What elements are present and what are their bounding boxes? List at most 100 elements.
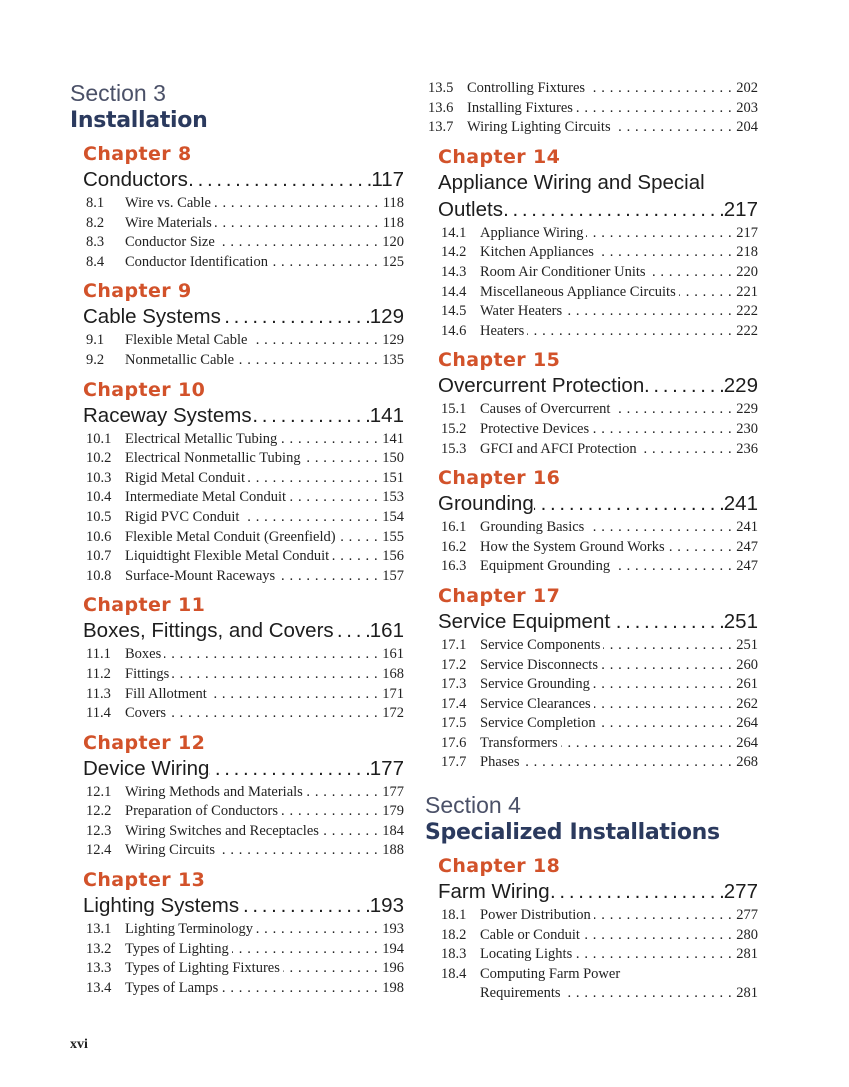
toc-entry[interactable]: 13.7 Wiring Lighting Circuits 204 bbox=[428, 118, 758, 138]
toc-entry[interactable]: 13.4 Types of Lamps 198 bbox=[86, 979, 404, 999]
entry-number: 14.2 bbox=[441, 244, 467, 261]
dot-leader bbox=[210, 685, 378, 705]
chapter-title[interactable]: Service Equipment 251 bbox=[438, 609, 758, 635]
dot-leader bbox=[221, 979, 378, 999]
dot-leader bbox=[188, 167, 371, 193]
dot-leader bbox=[601, 656, 732, 676]
dot-leader bbox=[172, 665, 378, 685]
chapter-title[interactable]: Lighting Systems 193 bbox=[83, 893, 404, 919]
toc-entry[interactable]: 18.2 Cable or Conduit 280 bbox=[441, 926, 758, 946]
toc-entry[interactable]: 10.7 Liquidtight Flexible Metal Conduit 15… bbox=[86, 547, 404, 567]
toc-entry[interactable]: 10.2 Electrical Nonmetallic Tubing 150 bbox=[86, 449, 404, 469]
toc-entry[interactable]: 15.1 Causes of Overcurrent 229 bbox=[441, 400, 758, 420]
toc-entry[interactable]: 14.5 Water Heaters 222 bbox=[441, 302, 758, 322]
toc-entry[interactable]: 11.3 Fill Allotment 171 bbox=[86, 685, 404, 705]
toc-entry[interactable]: 10.4 Intermediate Metal Conduit 153 bbox=[86, 488, 404, 508]
entry-list: 13.5 Controlling Fixtures 202 13.6 Installin… bbox=[425, 79, 758, 138]
toc-entry[interactable]: 13.6 Installing Fixtures 203 bbox=[428, 99, 758, 119]
entry-title: Cable or Conduit bbox=[480, 926, 580, 943]
entry-page: 230 bbox=[736, 420, 758, 437]
entry-title: Conductor Identification bbox=[125, 253, 268, 270]
toc-entry[interactable]: 8.4 Conductor Identification 125 bbox=[86, 253, 404, 273]
chapter-title-line[interactable]: Appliance Wiring and Special bbox=[438, 170, 758, 196]
toc-entry[interactable]: 11.4 Covers 172 bbox=[86, 704, 404, 724]
toc-entry[interactable]: 14.3 Room Air Conditioner Units 220 bbox=[441, 263, 758, 283]
dot-leader bbox=[594, 695, 733, 715]
chapter-title-text: Service Equipment bbox=[438, 609, 611, 633]
chapter-title[interactable]: Grounding 241 bbox=[438, 491, 758, 517]
entry-number: 11.3 bbox=[86, 685, 111, 702]
chapter-title[interactable]: Device Wiring 177 bbox=[83, 756, 404, 782]
toc-entry[interactable]: 17.1 Service Components 251 bbox=[441, 636, 758, 656]
toc-entry[interactable]: 17.2 Service Disconnects 260 bbox=[441, 656, 758, 676]
toc-entry[interactable]: 9.2 Nonmetallic Cable 135 bbox=[86, 351, 404, 371]
dot-leader bbox=[644, 373, 724, 399]
toc-entry[interactable]: 16.3 Equipment Grounding 247 bbox=[441, 557, 758, 577]
chapter-title[interactable]: Cable Systems 129 bbox=[83, 304, 404, 330]
chapter-block: Chapter 8 Conductors 117 8.1 Wire vs. Cable 1… bbox=[70, 141, 404, 272]
entry-number: 10.1 bbox=[86, 430, 112, 447]
entry-number: 17.2 bbox=[441, 656, 467, 673]
toc-entry[interactable]: 14.6 Heaters 222 bbox=[441, 322, 758, 342]
toc-entry[interactable]: 17.5 Service Completion 264 bbox=[441, 714, 758, 734]
toc-entry[interactable]: 8.1 Wire vs. Cable 118 bbox=[86, 194, 404, 214]
toc-entry[interactable]: 10.1 Electrical Metallic Tubing 141 bbox=[86, 430, 404, 450]
dot-leader bbox=[550, 879, 724, 905]
chapter-title[interactable]: Outlets 217 bbox=[438, 197, 758, 223]
toc-entry[interactable]: 14.4 Miscellaneous Appliance Circuits 221 bbox=[441, 283, 758, 303]
entry-page: 196 bbox=[382, 960, 404, 977]
toc-entry[interactable]: 13.5 Controlling Fixtures 202 bbox=[428, 79, 758, 99]
toc-entry[interactable]: 17.6 Transformers 264 bbox=[441, 734, 758, 754]
toc-entry[interactable]: 15.3 GFCI and AFCI Protection 236 bbox=[441, 440, 758, 460]
entry-number: 15.2 bbox=[441, 420, 467, 437]
toc-entry[interactable]: 12.2 Preparation of Conductors 179 bbox=[86, 802, 404, 822]
toc-entry[interactable]: 17.7 Phases 268 bbox=[441, 753, 758, 773]
toc-entry[interactable]: 13.1 Lighting Terminology 193 bbox=[86, 920, 404, 940]
toc-entry[interactable]: 12.4 Wiring Circuits 188 bbox=[86, 841, 404, 861]
entry-page: 277 bbox=[736, 907, 758, 924]
toc-entry[interactable]: 8.2 Wire Materials 118 bbox=[86, 214, 404, 234]
dot-leader bbox=[561, 734, 733, 754]
entry-number: 10.7 bbox=[86, 548, 112, 565]
toc-entry[interactable]: 17.4 Service Clearances 262 bbox=[441, 695, 758, 715]
entry-number: 12.1 bbox=[86, 783, 112, 800]
chapter-title[interactable]: Boxes, Fittings, and Covers 161 bbox=[83, 618, 404, 644]
entry-page: 120 bbox=[382, 234, 404, 251]
entry-title: Wiring Methods and Materials bbox=[125, 783, 303, 800]
toc-entry[interactable]: 14.1 Appliance Wiring 217 bbox=[441, 224, 758, 244]
entry-number: 11.1 bbox=[86, 646, 111, 663]
chapter-title[interactable]: Raceway Systems 141 bbox=[83, 403, 404, 429]
entry-number: 13.7 bbox=[428, 119, 454, 136]
toc-entry[interactable]: 9.1 Flexible Metal Cable 129 bbox=[86, 331, 404, 351]
toc-entry-continued[interactable]: Requirements 281 bbox=[441, 984, 758, 1004]
toc-entry[interactable]: 18.1 Power Distribution 277 bbox=[441, 906, 758, 926]
toc-entry[interactable]: 17.3 Service Grounding 261 bbox=[441, 675, 758, 695]
entry-page: 135 bbox=[382, 351, 404, 368]
toc-entry[interactable]: 18.3 Locating Lights 281 bbox=[441, 945, 758, 965]
toc-entry[interactable]: 16.1 Grounding Basics 241 bbox=[441, 518, 758, 538]
toc-entry[interactable]: 15.2 Protective Devices 230 bbox=[441, 420, 758, 440]
chapter-title[interactable]: Overcurrent Protection 229 bbox=[438, 373, 758, 399]
section-title: Specialized Installations bbox=[425, 820, 720, 846]
toc-entry[interactable]: 12.3 Wiring Switches and Receptacles 184 bbox=[86, 822, 404, 842]
toc-entry[interactable]: 8.3 Conductor Size 120 bbox=[86, 233, 404, 253]
toc-entry[interactable]: 13.3 Types of Lighting Fixtures 196 bbox=[86, 959, 404, 979]
chapter-page: 241 bbox=[723, 492, 758, 516]
toc-entry[interactable]: 10.5 Rigid PVC Conduit 154 bbox=[86, 508, 404, 528]
entry-title: Fittings bbox=[125, 665, 170, 682]
toc-entry[interactable]: 11.1 Boxes 161 bbox=[86, 645, 404, 665]
toc-entry[interactable]: 13.2 Types of Lighting 194 bbox=[86, 940, 404, 960]
chapter-title[interactable]: Conductors 117 bbox=[83, 167, 404, 193]
toc-entry[interactable]: 18.4 Computing Farm Power bbox=[441, 965, 758, 985]
toc-entry[interactable]: 11.2 Fittings 168 bbox=[86, 665, 404, 685]
chapter-title[interactable]: Farm Wiring 277 bbox=[438, 879, 758, 905]
toc-entry[interactable]: 12.1 Wiring Methods and Materials 177 bbox=[86, 783, 404, 803]
toc-entry[interactable]: 16.2 How the System Ground Works 247 bbox=[441, 538, 758, 558]
toc-entry[interactable]: 10.6 Flexible Metal Conduit (Greenfield) 1… bbox=[86, 528, 404, 548]
toc-entry[interactable]: 14.2 Kitchen Appliances 218 bbox=[441, 243, 758, 263]
dot-leader bbox=[527, 322, 732, 342]
entry-title: Grounding Basics bbox=[480, 519, 585, 536]
toc-entry[interactable]: 10.8 Surface-Mount Raceways 157 bbox=[86, 567, 404, 587]
toc-entry[interactable]: 10.3 Rigid Metal Conduit 151 bbox=[86, 469, 404, 489]
